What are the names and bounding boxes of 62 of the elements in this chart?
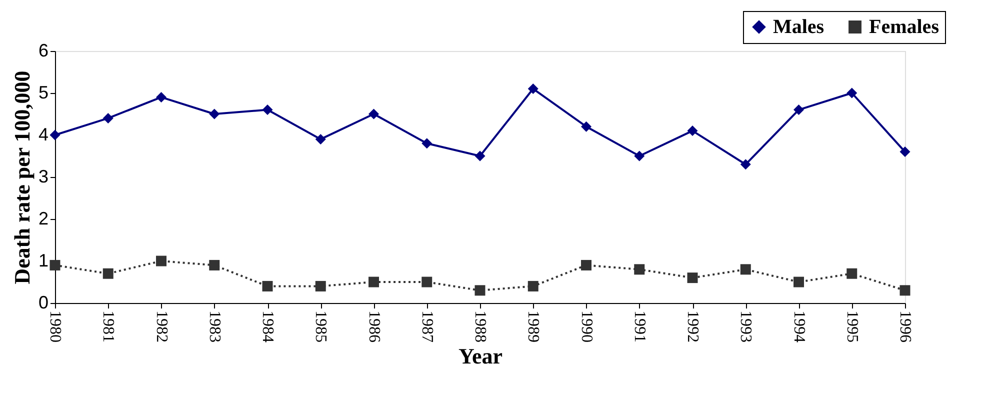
point — [474, 285, 486, 296]
x-tick-label: 1988 — [472, 310, 488, 342]
point — [900, 285, 910, 296]
x-tick-label: 1994 — [790, 310, 808, 342]
point — [315, 134, 326, 144]
x-tick-label: 1993 — [737, 310, 754, 342]
point — [528, 84, 538, 94]
point — [581, 121, 592, 132]
point — [740, 264, 751, 275]
point — [315, 280, 326, 292]
point — [209, 108, 220, 120]
point — [687, 126, 698, 136]
point — [368, 276, 379, 288]
point — [156, 92, 166, 102]
point — [687, 272, 698, 284]
point — [368, 108, 379, 120]
point — [740, 159, 751, 170]
point — [209, 260, 220, 270]
point — [794, 104, 804, 116]
point — [156, 256, 166, 266]
point — [422, 276, 432, 288]
point — [634, 264, 645, 275]
x-tick-label: 1992 — [684, 310, 701, 342]
y-tick-label: 3 — [38, 166, 48, 186]
legend-label: Males — [773, 16, 824, 38]
x-axis-title: Year — [458, 344, 503, 368]
point — [900, 146, 910, 158]
point — [262, 104, 273, 116]
point — [102, 268, 114, 279]
point — [581, 260, 592, 270]
y-axis-title: Death rate per 100,000 — [9, 70, 34, 284]
x-tick-label: 1995 — [843, 310, 860, 342]
y-tick-label: 6 — [38, 40, 48, 60]
point — [846, 268, 858, 279]
point — [262, 280, 273, 292]
x-tick-label: 1991 — [630, 310, 648, 342]
x-tick-label: 1996 — [896, 310, 914, 342]
point — [422, 138, 432, 149]
point — [50, 130, 60, 140]
x-tick-label: 1982 — [152, 310, 170, 342]
x-tick-label: 1987 — [418, 310, 436, 342]
point — [846, 88, 858, 98]
point — [50, 260, 60, 270]
point — [102, 112, 114, 124]
point — [634, 150, 645, 162]
y-tick-label: 1 — [38, 250, 48, 270]
y-tick-label: 0 — [38, 292, 48, 312]
legend-label: Females — [869, 16, 940, 38]
point — [474, 150, 486, 162]
x-tick-label: 1980 — [46, 310, 64, 342]
x-tick-label: 1989 — [524, 310, 542, 342]
y-tick-label: 4 — [38, 124, 48, 144]
x-tick-label: 1985 — [312, 310, 330, 342]
point — [794, 276, 804, 288]
x-tick-label: 1990 — [578, 310, 595, 342]
x-tick-label: 1984 — [259, 310, 276, 342]
x-tick-label: 1986 — [365, 310, 382, 342]
y-tick-label: 2 — [38, 208, 48, 228]
point — [528, 280, 538, 292]
x-tick-label: 1983 — [206, 310, 223, 342]
y-tick-label: 5 — [38, 82, 48, 102]
x-tick-label: 1981 — [100, 310, 117, 342]
